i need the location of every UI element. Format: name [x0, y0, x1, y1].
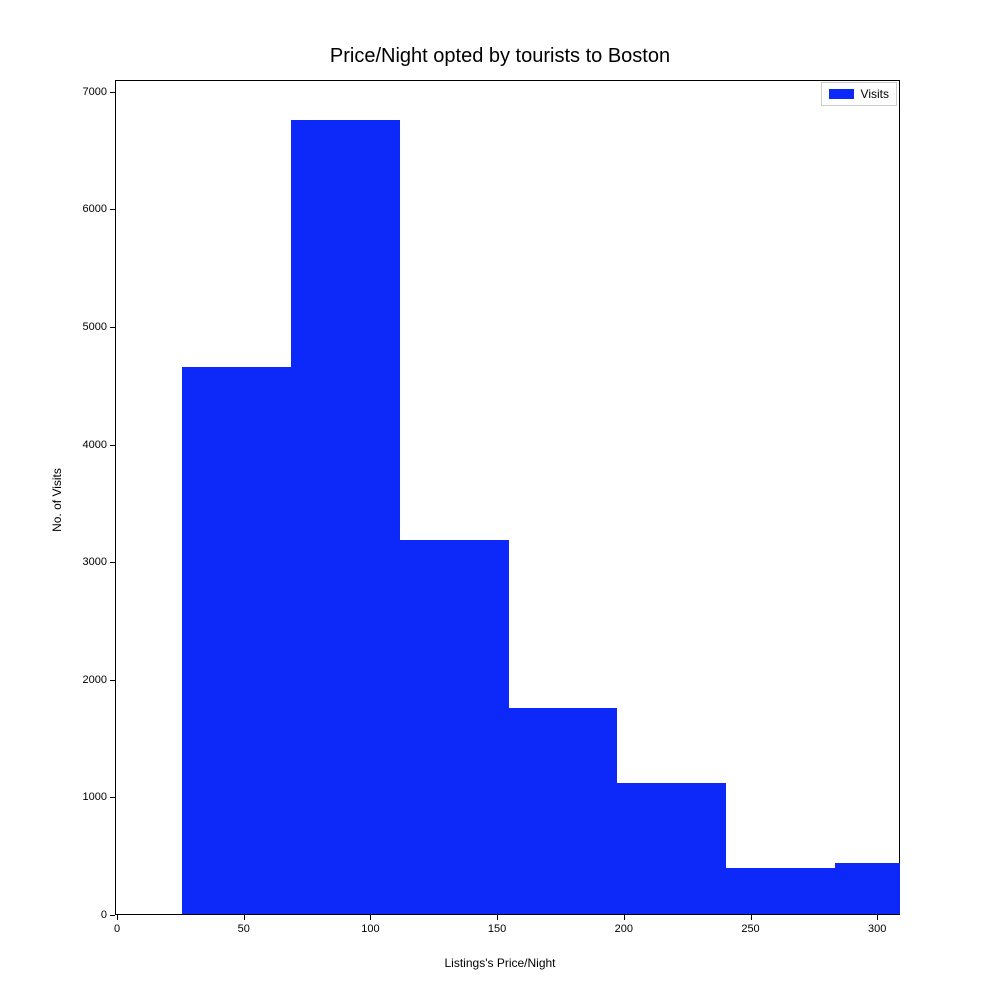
histogram-bar — [509, 708, 618, 914]
y-tick-label: 4000 — [67, 439, 107, 451]
x-tick-mark — [877, 915, 878, 920]
x-tick-label: 300 — [868, 923, 886, 935]
histogram-bar — [291, 120, 400, 914]
y-tick-label: 3000 — [67, 556, 107, 568]
histogram-bar — [617, 783, 726, 914]
y-tick-label: 1000 — [67, 791, 107, 803]
y-tick-label: 0 — [67, 909, 107, 921]
histogram-bar — [726, 868, 835, 914]
y-tick-mark — [110, 915, 115, 916]
x-tick-label: 0 — [114, 923, 120, 935]
x-tick-label: 150 — [488, 923, 506, 935]
x-tick-mark — [497, 915, 498, 920]
y-axis-label: No. of Visits — [50, 468, 64, 532]
chart-container: Price/Night opted by tourists to Boston … — [0, 0, 1000, 1000]
legend: Visits — [821, 82, 897, 106]
histogram-bar — [400, 540, 509, 914]
y-tick-label: 5000 — [67, 321, 107, 333]
y-tick-mark — [110, 209, 115, 210]
x-tick-mark — [751, 915, 752, 920]
y-tick-label: 2000 — [67, 674, 107, 686]
legend-color-swatch — [829, 89, 854, 99]
x-tick-label: 100 — [361, 923, 379, 935]
x-tick-mark — [117, 915, 118, 920]
x-tick-label: 250 — [741, 923, 759, 935]
y-tick-mark — [110, 445, 115, 446]
y-tick-label: 7000 — [67, 86, 107, 98]
y-tick-mark — [110, 680, 115, 681]
chart-title: Price/Night opted by tourists to Boston — [0, 45, 1000, 68]
y-tick-mark — [110, 327, 115, 328]
y-tick-mark — [110, 562, 115, 563]
plot-area — [115, 80, 900, 915]
x-tick-mark — [624, 915, 625, 920]
y-tick-mark — [110, 797, 115, 798]
x-tick-label: 50 — [238, 923, 250, 935]
histogram-bar — [835, 863, 900, 914]
x-tick-label: 200 — [615, 923, 633, 935]
y-tick-mark — [110, 92, 115, 93]
x-tick-mark — [370, 915, 371, 920]
histogram-bar — [182, 367, 291, 914]
x-axis-label: Listings's Price/Night — [0, 956, 1000, 970]
y-tick-label: 6000 — [67, 203, 107, 215]
x-tick-mark — [244, 915, 245, 920]
legend-label: Visits — [861, 87, 889, 101]
